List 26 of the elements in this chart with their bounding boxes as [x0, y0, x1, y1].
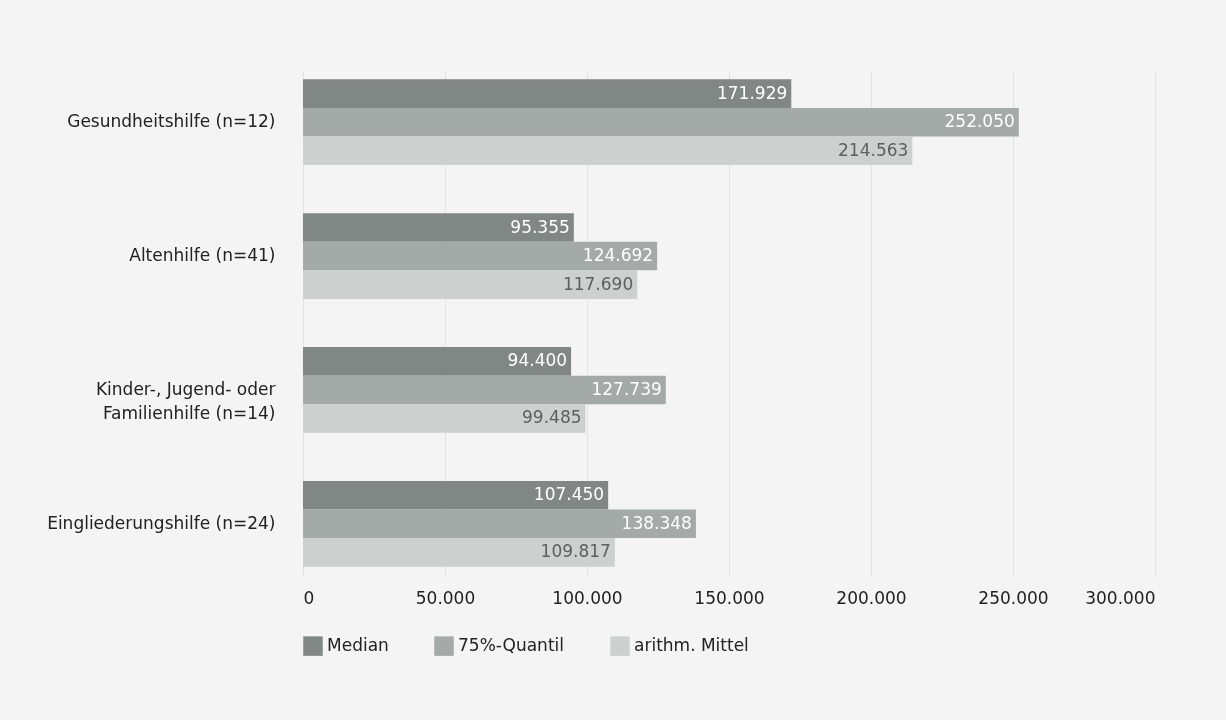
y-tick-label: Gesundheitshilfe (n=12): [67, 111, 276, 132]
legend-label: Median: [327, 635, 389, 656]
data-label: 252.050: [944, 111, 1015, 132]
data-label: 124.692: [582, 245, 654, 266]
data-label: 127.739: [591, 378, 662, 399]
data-label: 95.355: [510, 216, 570, 237]
x-tick-label: 50.000: [415, 587, 476, 608]
data-label: 94.400: [507, 350, 568, 371]
data-label: 99.485: [522, 407, 582, 428]
x-tick-label: 300.000: [1085, 587, 1156, 608]
legend-label: arithm. Mittel: [634, 635, 749, 656]
data-label: 109.817: [540, 541, 611, 562]
data-label: 107.450: [533, 484, 605, 505]
x-tick-label: 150.000: [694, 587, 765, 608]
data-label: 138.348: [621, 512, 692, 533]
data-label: 214.563: [838, 139, 909, 160]
data-label: 117.690: [562, 273, 634, 294]
y-tick-label: Eingliederungshilfe (n=24): [47, 512, 276, 533]
y-tick-label: Kinder-, Jugend- oder Familienhilfe (n=14): [95, 378, 276, 423]
x-tick-label: 250.000: [978, 587, 1049, 608]
data-label: 171.929: [716, 82, 788, 103]
x-tick-label: 100.000: [552, 587, 623, 608]
legend-label: 75%-Quantil: [458, 635, 565, 656]
x-tick-label: 0: [303, 587, 315, 608]
y-tick-label: Altenhilfe (n=41): [129, 245, 276, 266]
x-tick-label: 200.000: [836, 587, 907, 608]
